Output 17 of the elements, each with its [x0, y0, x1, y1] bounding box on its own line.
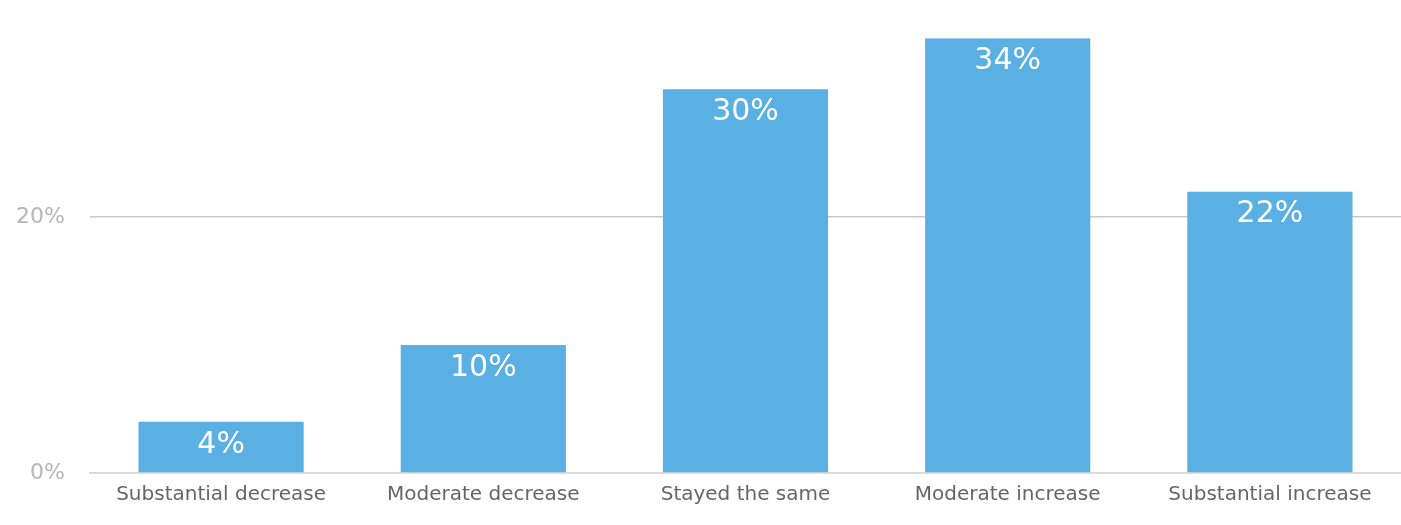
- x-tick-label: Substantial increase: [1168, 481, 1372, 506]
- y-tick-label: 0%: [30, 458, 65, 484]
- x-tick-label: Moderate decrease: [387, 481, 580, 506]
- bar: [662, 89, 829, 473]
- bar: [400, 345, 566, 473]
- bar: [138, 421, 304, 473]
- data-label: 30%: [712, 92, 779, 128]
- x-tick-label: Stayed the same: [660, 481, 831, 506]
- data-label: 22%: [1236, 194, 1304, 230]
- data-label: 10%: [449, 347, 517, 383]
- data-label: 4%: [197, 424, 245, 460]
- x-tick-label: Moderate increase: [914, 481, 1101, 506]
- y-tick-label: 20%: [16, 202, 65, 228]
- bar: [925, 38, 1091, 473]
- bar: [1187, 191, 1353, 473]
- data-label: 34%: [974, 41, 1042, 76]
- x-tick-label: Substantial decrease: [116, 481, 327, 506]
